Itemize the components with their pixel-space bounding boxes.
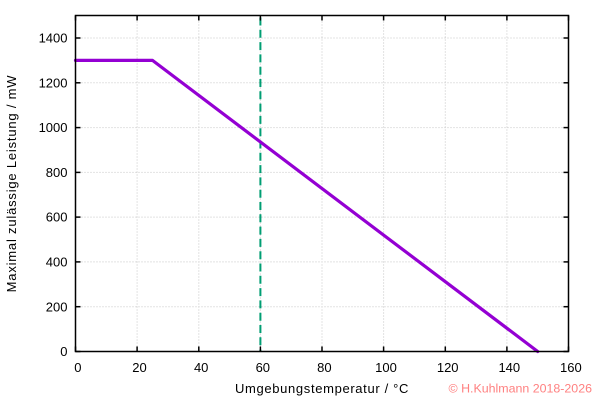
svg-text:200: 200 xyxy=(46,299,68,314)
svg-text:800: 800 xyxy=(46,165,68,180)
svg-text:80: 80 xyxy=(317,360,331,375)
svg-text:120: 120 xyxy=(437,360,459,375)
svg-text:1000: 1000 xyxy=(39,120,68,135)
svg-text:1400: 1400 xyxy=(39,31,68,46)
svg-text:Umgebungstemperatur / °C: Umgebungstemperatur / °C xyxy=(235,381,409,396)
svg-text:60: 60 xyxy=(256,360,270,375)
svg-text:600: 600 xyxy=(46,210,68,225)
svg-text:0: 0 xyxy=(74,360,81,375)
svg-text:0: 0 xyxy=(60,344,67,359)
svg-text:20: 20 xyxy=(132,360,146,375)
svg-text:140: 140 xyxy=(498,360,520,375)
svg-text:40: 40 xyxy=(194,360,208,375)
svg-text:160: 160 xyxy=(560,360,582,375)
svg-text:1200: 1200 xyxy=(39,75,68,90)
svg-text:Maximal zulässige Leistung / m: Maximal zulässige Leistung / mW xyxy=(4,75,19,293)
svg-text:100: 100 xyxy=(375,360,397,375)
svg-text:400: 400 xyxy=(46,255,68,270)
svg-text:© H.Kuhlmann 2018-2026: © H.Kuhlmann 2018-2026 xyxy=(449,382,593,396)
